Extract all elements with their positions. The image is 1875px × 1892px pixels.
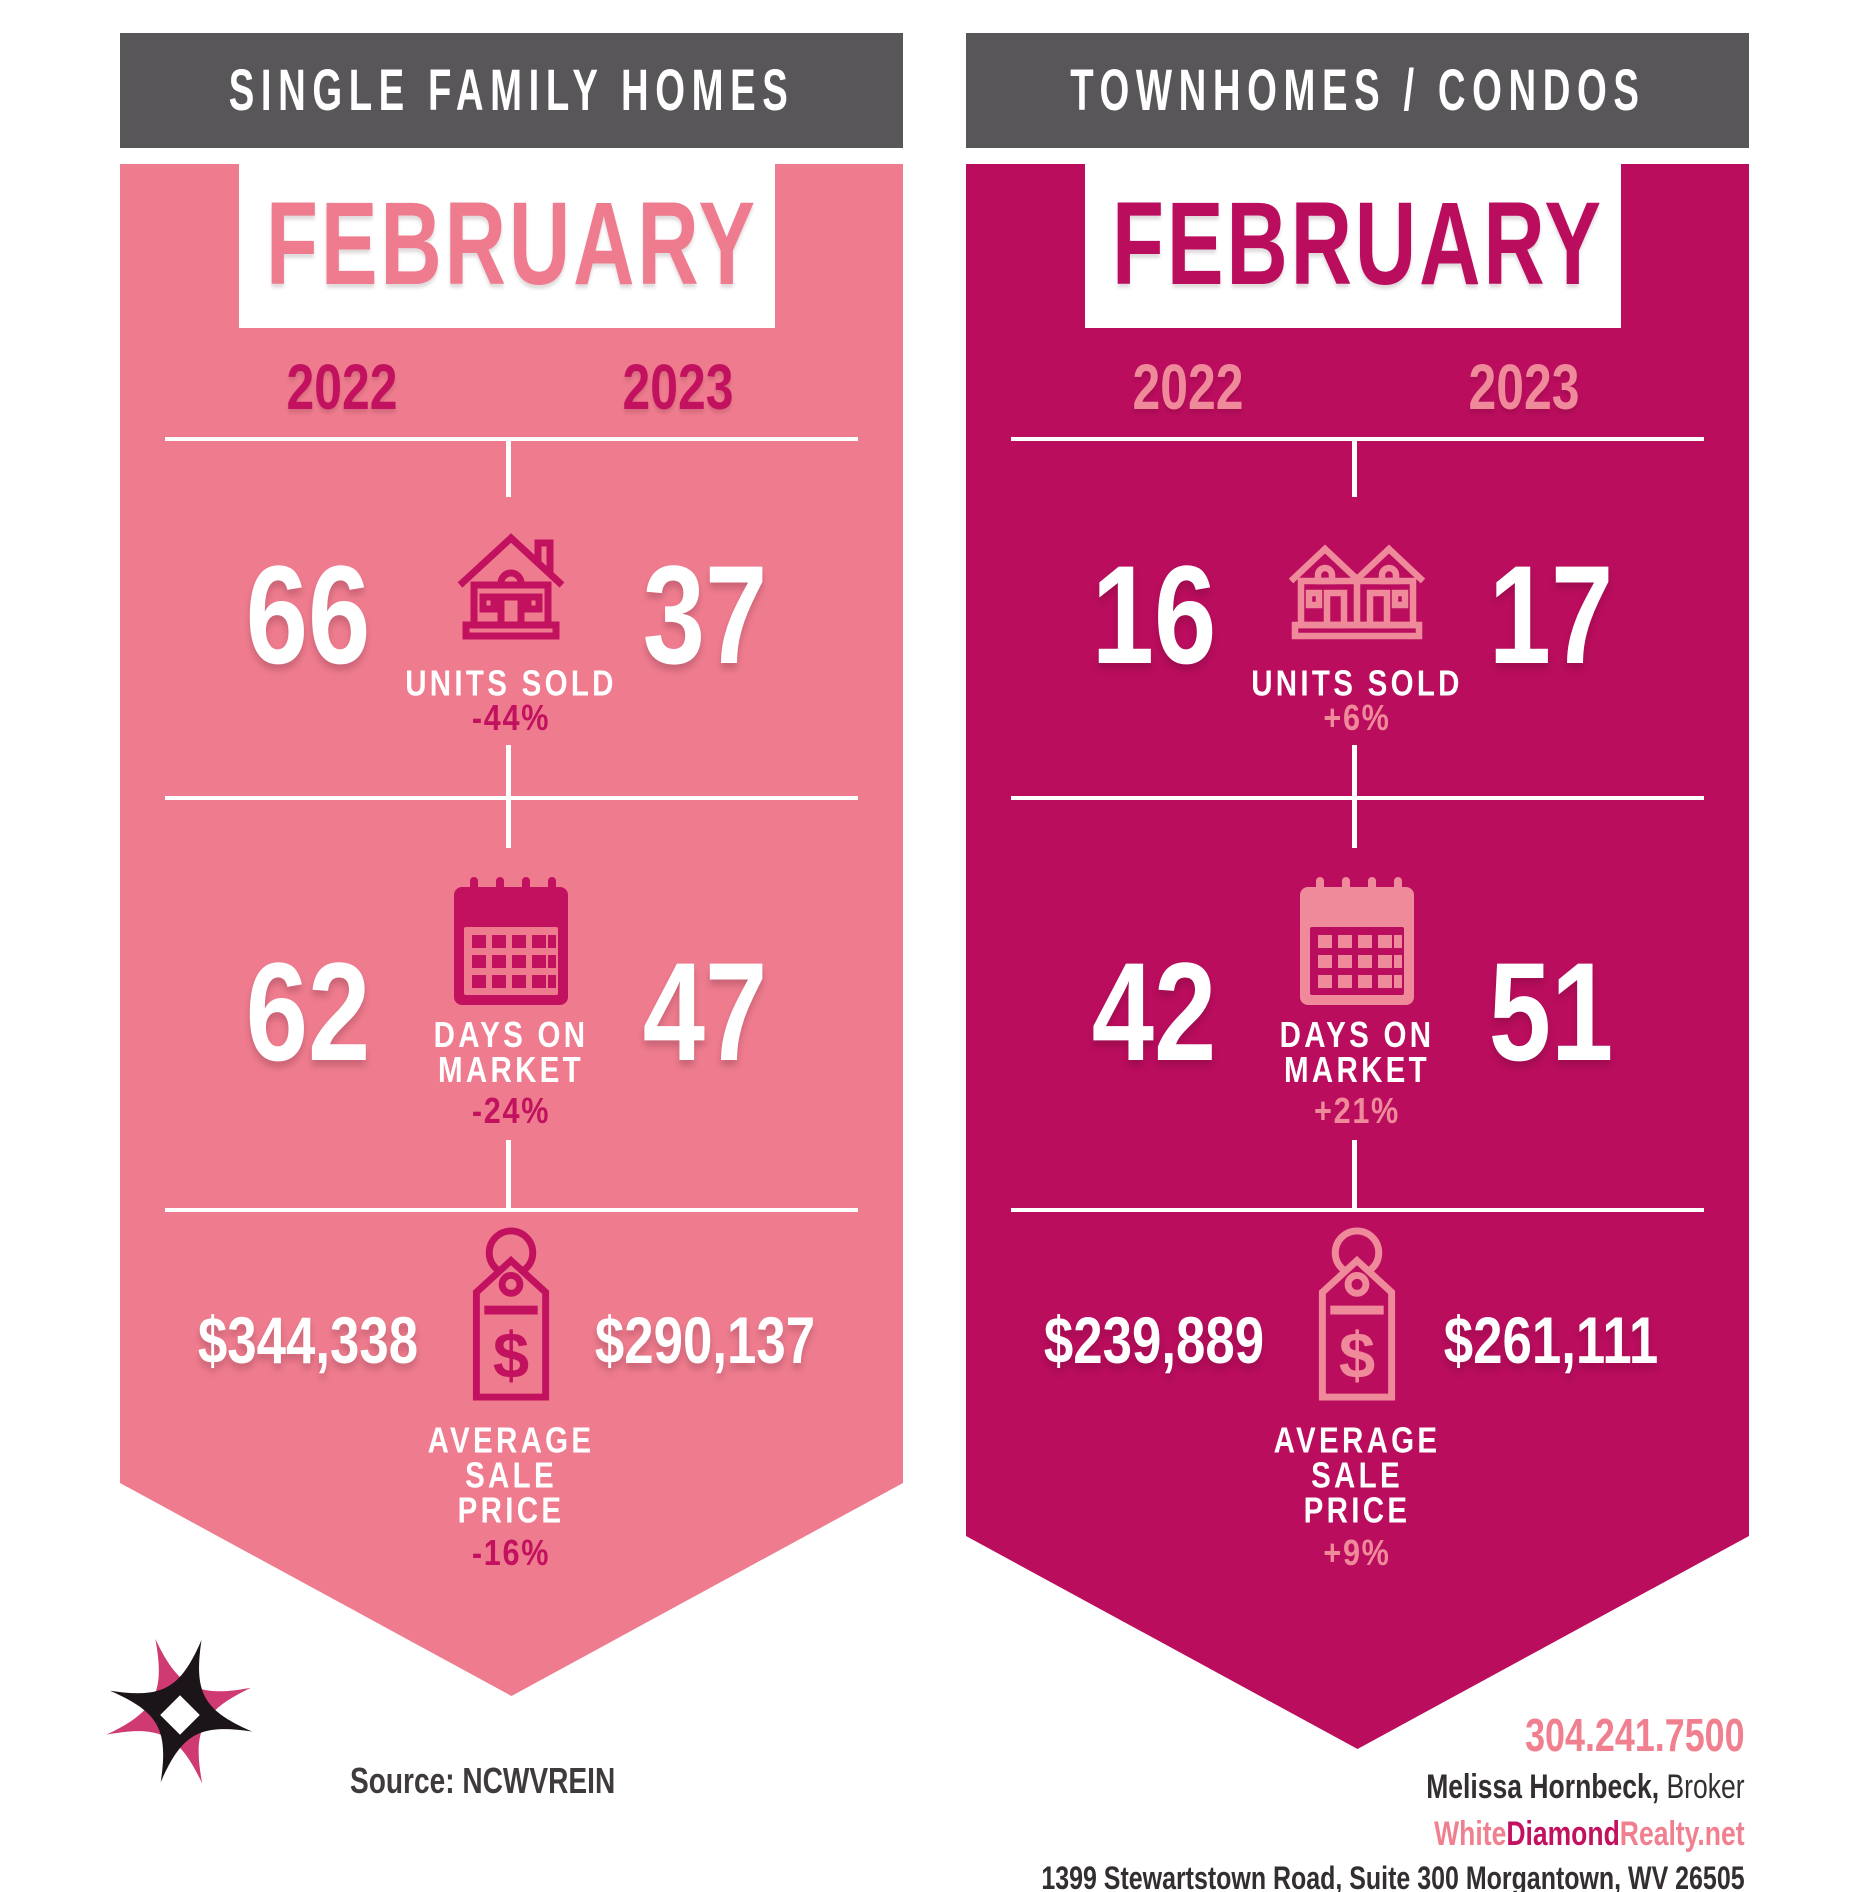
stat-value-2022: $239,889	[1043, 1303, 1265, 1377]
month-label: FEBRUARY	[265, 178, 758, 310]
diamond-star-icon	[106, 1638, 253, 1784]
panel-townhomes-condos: TOWNHOMES / CONDOS FEBRUARY 2022 2023 16	[966, 0, 1749, 1892]
website-link[interactable]: WhiteDiamondRealty.net	[1434, 1815, 1745, 1853]
connector-line	[1352, 1140, 1357, 1210]
connector-line	[506, 745, 511, 848]
stat-change-badge: +9%	[1323, 1532, 1391, 1573]
panel-title: SINGLE FAMILY HOMES	[228, 58, 795, 123]
divider-line	[165, 437, 858, 441]
calendar-icon	[1296, 877, 1418, 1016]
stat-change-badge: -16%	[471, 1532, 551, 1573]
stat-label: DAYS ON MARKET	[1279, 1014, 1435, 1090]
month-ribbon	[239, 164, 775, 328]
year-2023-label: 2023	[622, 351, 734, 423]
stat-change-badge: -44%	[471, 697, 551, 738]
broker-name: Melissa Hornbeck, Broker	[1426, 1768, 1745, 1806]
stat-value-2022: 62	[245, 933, 371, 1090]
connector-line	[1352, 441, 1357, 497]
pennant-banner: FEBRUARY 2022 2023 66 U	[120, 164, 903, 1696]
stat-value-2022: $344,338	[197, 1303, 419, 1377]
stat-label: UNITS SOLD	[1251, 662, 1463, 704]
phone-number: 304.241.7500	[1525, 1709, 1745, 1761]
townhouse-icon	[1282, 521, 1432, 656]
divider-line	[1011, 796, 1704, 800]
year-2022-label: 2022	[286, 351, 398, 423]
panel-title: TOWNHOMES / CONDOS	[1069, 58, 1646, 123]
price-tag-icon: $	[456, 1227, 566, 1410]
panel-header: SINGLE FAMILY HOMES	[120, 33, 903, 148]
stat-change-badge: +21%	[1314, 1090, 1400, 1131]
stat-label: DAYS ON MARKET	[433, 1014, 589, 1090]
stat-label: AVERAGE SALE PRICE	[427, 1419, 595, 1531]
stat-value-2023: 17	[1488, 536, 1614, 693]
connector-line	[1352, 745, 1357, 848]
broker-role: Broker	[1659, 1768, 1745, 1806]
stat-change-badge: -24%	[471, 1090, 551, 1131]
stat-label: AVERAGE SALE PRICE	[1273, 1419, 1441, 1531]
stat-value-2023: 51	[1488, 933, 1614, 1090]
year-2023-label: 2023	[1468, 351, 1580, 423]
calendar-icon	[450, 877, 572, 1016]
price-tag-icon: $	[1302, 1227, 1412, 1410]
stat-value-2022: 66	[245, 536, 371, 693]
stat-value-2022: 16	[1091, 536, 1217, 693]
connector-line	[506, 1140, 511, 1210]
white-diamond-realty-logo: White Diamond Realty LLC	[95, 1620, 555, 1830]
month-ribbon	[1085, 164, 1621, 328]
stat-value-2022: 42	[1091, 933, 1217, 1090]
connector-line	[506, 441, 511, 497]
stat-value-2023: $261,111	[1443, 1303, 1659, 1377]
contact-block: 304.241.7500 Melissa Hornbeck, Broker Wh…	[1042, 1708, 1745, 1892]
pennant-banner: FEBRUARY 2022 2023 16	[966, 164, 1749, 1749]
data-source-note: Source: NCWVREIN	[350, 1760, 616, 1801]
stat-change-badge: +6%	[1323, 697, 1391, 738]
month-label: FEBRUARY	[1111, 178, 1604, 310]
house-icon	[446, 521, 576, 656]
divider-line	[165, 1208, 858, 1212]
panel-header: TOWNHOMES / CONDOS	[966, 33, 1749, 148]
stat-label: UNITS SOLD	[405, 662, 617, 704]
divider-line	[1011, 437, 1704, 441]
panel-single-family-homes: SINGLE FAMILY HOMES FEBRUARY 2022 2023 6…	[120, 0, 903, 1892]
svg-text:$: $	[1339, 1318, 1375, 1391]
divider-line	[1011, 1208, 1704, 1212]
stat-value-2023: $290,137	[594, 1303, 816, 1377]
divider-line	[165, 796, 858, 800]
year-2022-label: 2022	[1132, 351, 1244, 423]
stat-value-2023: 47	[642, 933, 768, 1090]
office-address: 1399 Stewartstown Road, Suite 300 Morgan…	[1041, 1860, 1745, 1892]
stat-value-2023: 37	[642, 536, 768, 693]
svg-text:$: $	[493, 1318, 529, 1391]
